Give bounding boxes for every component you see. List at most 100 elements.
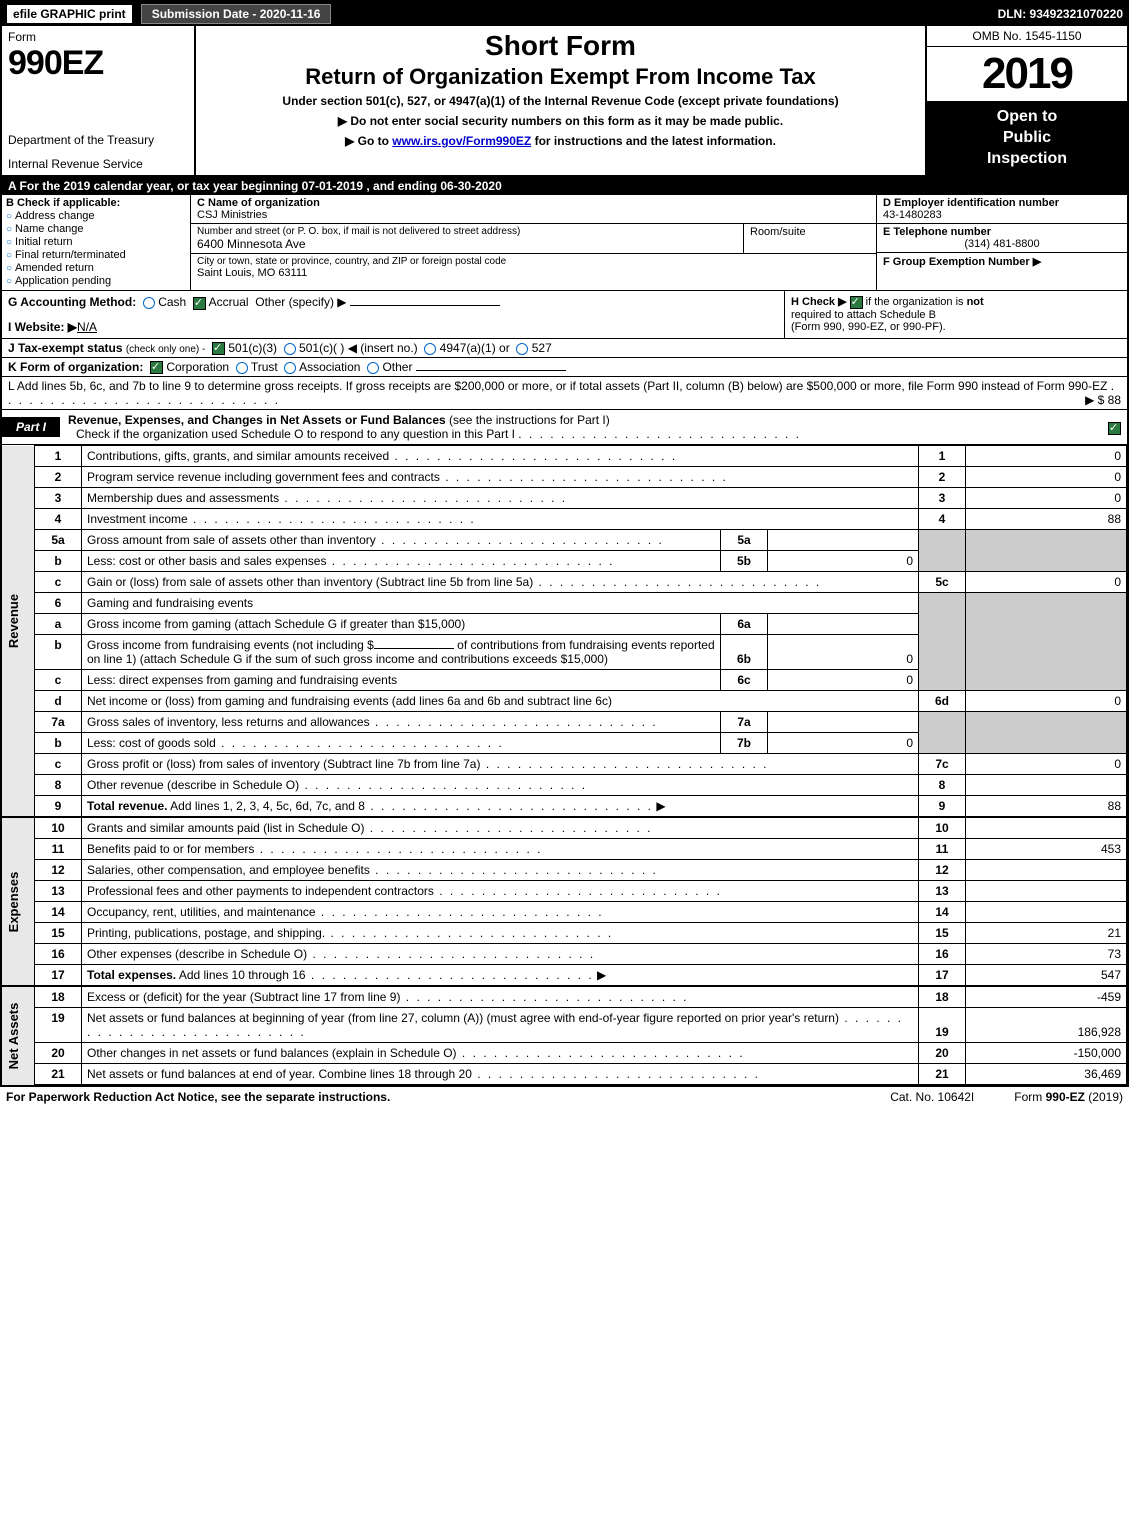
line-num: 1	[35, 446, 82, 467]
mini-label: 7b	[721, 733, 768, 754]
other-org-input[interactable]	[416, 370, 566, 371]
cash-checkbox[interactable]	[143, 297, 155, 309]
line-right-label: 7c	[919, 754, 966, 775]
line-right-value: 88	[966, 796, 1127, 818]
contributions-input[interactable]	[374, 648, 454, 649]
group-exemption-cell: F Group Exemption Number ▶	[877, 253, 1127, 282]
line-num: b	[35, 635, 82, 670]
line-right-value: 21	[966, 923, 1127, 944]
department-label: Department of the Treasury	[8, 133, 188, 147]
association-checkbox[interactable]	[284, 362, 296, 374]
501c-checkbox[interactable]	[284, 343, 296, 355]
line-1: Revenue 1 Contributions, gifts, grants, …	[2, 446, 1127, 467]
line-19: 19 Net assets or fund balances at beginn…	[2, 1008, 1127, 1043]
line-num: a	[35, 614, 82, 635]
chk-address-change[interactable]: Address change	[6, 210, 186, 222]
501c-label: 501(c)( )	[299, 341, 344, 355]
chk-amended-return[interactable]: Amended return	[6, 262, 186, 274]
mini-value: 0	[768, 733, 919, 754]
tax-year: 2019	[927, 47, 1127, 101]
header-left: Form 990EZ Department of the Treasury In…	[2, 26, 196, 175]
chk-application-pending[interactable]: Application pending	[6, 275, 186, 287]
line-right-label: 17	[919, 965, 966, 987]
line-num: 21	[35, 1064, 82, 1085]
line-desc: Net income or (loss) from gaming and fun…	[82, 691, 919, 712]
ssn-warning: ▶ Do not enter social security numbers o…	[204, 114, 917, 128]
form-container: efile GRAPHIC print Submission Date - 20…	[0, 0, 1129, 1087]
mini-value	[768, 530, 919, 551]
line-right-value: 186,928	[966, 1008, 1127, 1043]
4947-checkbox[interactable]	[424, 343, 436, 355]
omb-number: OMB No. 1545-1150	[927, 26, 1127, 47]
ein-value: 43-1480283	[883, 209, 1121, 221]
527-label: 527	[532, 341, 552, 355]
line-right-label: 10	[919, 817, 966, 839]
line-right-label: 9	[919, 796, 966, 818]
line-num: 12	[35, 860, 82, 881]
line-desc: Other changes in net assets or fund bala…	[82, 1043, 919, 1064]
line-11: 11 Benefits paid to or for members 11 45…	[2, 839, 1127, 860]
line-right-label: 14	[919, 902, 966, 923]
line-18: Net Assets 18 Excess or (deficit) for th…	[2, 986, 1127, 1008]
open-line3: Inspection	[931, 149, 1123, 170]
line-desc: Total expenses. Add lines 10 through 16 …	[82, 965, 919, 987]
h-label: H Check ▶	[791, 296, 847, 308]
insert-no: ◀ (insert no.)	[348, 341, 418, 355]
527-checkbox[interactable]	[516, 343, 528, 355]
trust-checkbox[interactable]	[236, 362, 248, 374]
corporation-checkbox[interactable]	[150, 361, 163, 374]
mini-label: 7a	[721, 712, 768, 733]
ein-cell: D Employer identification number 43-1480…	[877, 195, 1127, 224]
line-5a: 5a Gross amount from sale of assets othe…	[2, 530, 1127, 551]
open-to-public-box: Open to Public Inspection	[927, 101, 1127, 175]
line-right-value: 0	[966, 754, 1127, 775]
form-org-label: K Form of organization:	[8, 360, 143, 374]
title-return: Return of Organization Exempt From Incom…	[204, 64, 917, 90]
chk-initial-return[interactable]: Initial return	[6, 236, 186, 248]
line-desc: Excess or (deficit) for the year (Subtra…	[82, 986, 919, 1008]
line-desc: Investment income	[82, 509, 919, 530]
room-cell: Room/suite	[743, 224, 876, 253]
mini-label: 5b	[721, 551, 768, 572]
line-6d: d Net income or (loss) from gaming and f…	[2, 691, 1127, 712]
line-3: 3 Membership dues and assessments 3 0	[2, 488, 1127, 509]
other-specify-label: Other (specify) ▶	[255, 295, 346, 309]
line-right-value: 88	[966, 509, 1127, 530]
net-assets-side-label: Net Assets	[2, 986, 35, 1085]
chk-final-return[interactable]: Final return/terminated	[6, 249, 186, 261]
line-right-label: 20	[919, 1043, 966, 1064]
line-right-label: 5c	[919, 572, 966, 593]
other-org-checkbox[interactable]	[367, 362, 379, 374]
submission-date-button[interactable]: Submission Date - 2020-11-16	[141, 4, 332, 24]
line-desc: Salaries, other compensation, and employ…	[82, 860, 919, 881]
part-i-checkbox[interactable]	[1108, 420, 1121, 434]
part-i-tag: Part I	[2, 417, 60, 437]
accrual-checkbox[interactable]	[193, 297, 206, 310]
row-g-h: G Accounting Method: Cash Accrual Other …	[2, 291, 1127, 338]
line-desc: Professional fees and other payments to …	[82, 881, 919, 902]
line-desc: Gross income from fundraising events (no…	[82, 635, 721, 670]
efile-print-button[interactable]: efile GRAPHIC print	[6, 4, 133, 24]
page-footer: For Paperwork Reduction Act Notice, see …	[0, 1087, 1129, 1107]
line-right-value	[966, 881, 1127, 902]
goto-link[interactable]: www.irs.gov/Form990EZ	[392, 134, 531, 148]
line-desc: Gross sales of inventory, less returns a…	[82, 712, 721, 733]
line-8: 8 Other revenue (describe in Schedule O)…	[2, 775, 1127, 796]
line-right-value	[966, 775, 1127, 796]
h-checkbox[interactable]	[850, 296, 863, 309]
line-num: 14	[35, 902, 82, 923]
line-2: 2 Program service revenue including gove…	[2, 467, 1127, 488]
line-num: 2	[35, 467, 82, 488]
chk-name-change[interactable]: Name change	[6, 223, 186, 235]
tax-exempt-sub: (check only one) -	[126, 344, 205, 355]
h-text3: (Form 990, 990-EZ, or 990-PF).	[791, 321, 1121, 333]
other-specify-input[interactable]	[350, 305, 500, 306]
org-name-cell: C Name of organization CSJ Ministries	[191, 195, 876, 224]
line-right-label: 1	[919, 446, 966, 467]
line-right-value	[966, 902, 1127, 923]
h-text2: required to attach Schedule B	[791, 309, 1121, 321]
entity-info-grid: B Check if applicable: Address change Na…	[2, 195, 1127, 291]
line-desc: Total revenue. Add lines 1, 2, 3, 4, 5c,…	[82, 796, 919, 818]
501c3-checkbox[interactable]	[212, 342, 225, 355]
line-right-value: -150,000	[966, 1043, 1127, 1064]
